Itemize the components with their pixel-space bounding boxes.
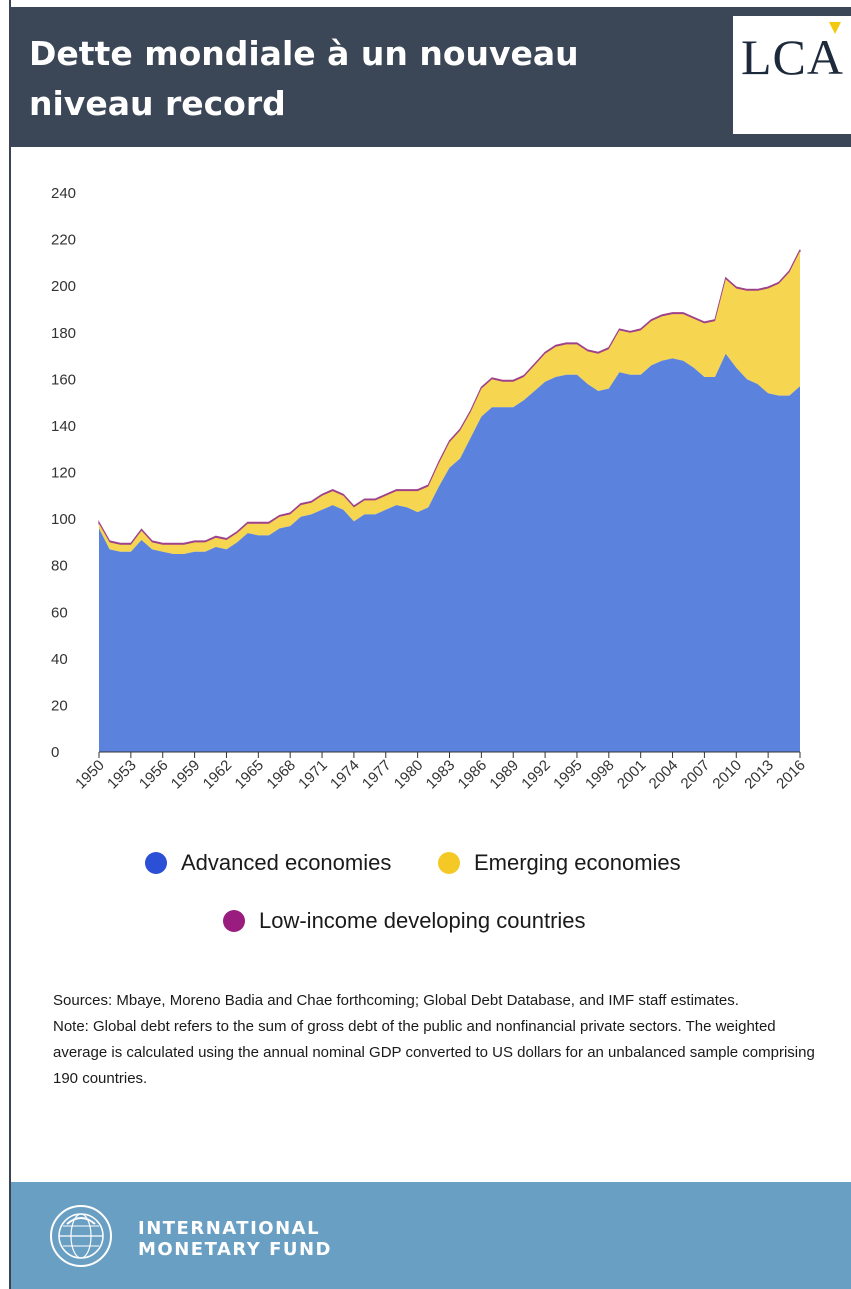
x-tick-label: 1962: [200, 757, 236, 793]
legend-item-low-income: Low-income developing countries: [223, 908, 586, 934]
footer-banner: INTERNATIONAL MONETARY FUND: [11, 1182, 851, 1289]
legend-label-advanced: Advanced economies: [181, 850, 392, 875]
lca-logo: LCA: [733, 16, 851, 134]
x-tick-label: 2010: [709, 757, 745, 793]
x-tick-label: 1977: [359, 757, 395, 793]
x-tick-label: 1995: [550, 757, 586, 793]
y-tick-label: 100: [51, 511, 76, 528]
x-tick-label: 1986: [455, 757, 491, 793]
legend-dot-low-income: [223, 910, 245, 932]
y-tick-label: 120: [51, 465, 76, 482]
x-tick-label: 1998: [582, 757, 618, 793]
x-tick-label: 2001: [614, 757, 650, 793]
x-tick-label: 2004: [646, 757, 682, 793]
legend-label-low-income: Low-income developing countries: [259, 908, 586, 933]
y-tick-label: 180: [51, 325, 76, 342]
legend-dot-advanced: [145, 852, 167, 874]
y-tick-label: 0: [51, 744, 59, 761]
y-tick-label: 20: [51, 697, 68, 714]
legend-label-emerging: Emerging economies: [474, 850, 681, 875]
legend-dot-emerging: [438, 852, 460, 874]
x-tick-label: 2013: [741, 757, 777, 793]
x-tick-label: 1974: [327, 757, 363, 793]
imf-name: INTERNATIONAL MONETARY FUND: [138, 1218, 332, 1260]
x-tick-label: 1971: [295, 757, 331, 793]
x-tick-label: 1959: [168, 757, 204, 793]
chart-areas: [98, 249, 801, 752]
legend-item-advanced: Advanced economies: [145, 850, 391, 876]
page-title: Dette mondiale à un nouveau niveau recor…: [29, 34, 579, 123]
area-advanced-economies: [99, 353, 800, 752]
x-tick-label: 2007: [678, 757, 714, 793]
source-notes: Sources: Mbaye, Moreno Badia and Chae fo…: [53, 988, 818, 1092]
x-tick-label: 1953: [104, 757, 140, 793]
y-tick-label: 140: [51, 418, 76, 435]
lca-accent-icon: [829, 22, 841, 34]
x-tick-label: 1950: [72, 757, 108, 793]
x-axis: 1950195319561959196219651968197119741977…: [72, 751, 809, 793]
x-tick-label: 1956: [136, 757, 172, 793]
y-tick-label: 160: [51, 371, 76, 388]
header-banner: Dette mondiale à un nouveau niveau recor…: [11, 7, 851, 147]
imf-seal-icon: [50, 1205, 112, 1267]
x-tick-label: 1980: [391, 757, 427, 793]
y-tick-label: 40: [51, 651, 68, 668]
note-text: Note: Global debt refers to the sum of g…: [53, 1018, 815, 1087]
y-axis: 0 20 40 60 80 100 120 140 160 180 200 220 240: [51, 185, 76, 761]
x-tick-label: 1983: [423, 757, 459, 793]
x-tick-label: 1992: [518, 757, 554, 793]
lca-logo-text: LCA: [741, 29, 844, 85]
x-tick-label: 1989: [486, 757, 522, 793]
y-tick-label: 60: [51, 604, 68, 621]
x-tick-label: 2016: [773, 757, 809, 793]
sources-text: Sources: Mbaye, Moreno Badia and Chae fo…: [53, 992, 739, 1009]
x-tick-label: 1968: [263, 757, 299, 793]
y-tick-label: 240: [51, 185, 76, 202]
x-tick-label: 1965: [232, 757, 268, 793]
y-tick-label: 220: [51, 232, 76, 249]
legend-item-emerging: Emerging economies: [438, 850, 681, 876]
y-tick-label: 80: [51, 558, 68, 575]
y-tick-label: 200: [51, 278, 76, 295]
left-border: [0, 0, 11, 1289]
